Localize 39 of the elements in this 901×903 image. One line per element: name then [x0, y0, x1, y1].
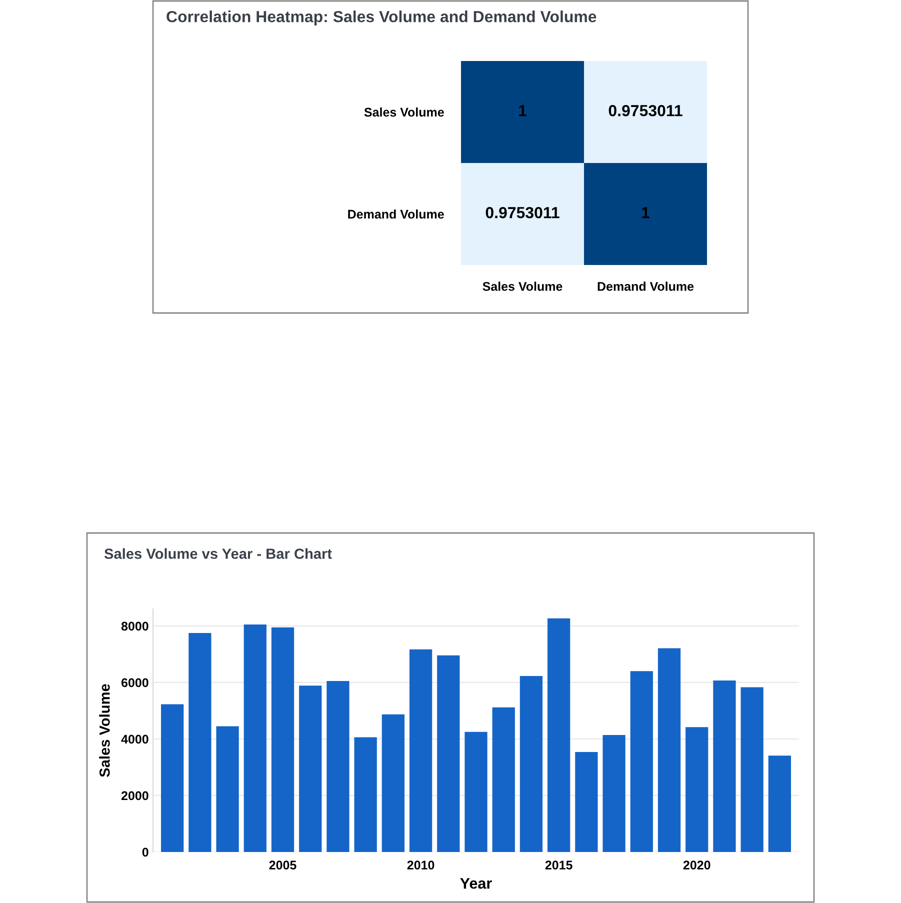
bar [161, 704, 184, 852]
data-label: 1 [519, 105, 526, 116]
x-tick-label: 2005 [269, 860, 296, 870]
bar [464, 732, 488, 852]
data-label: 0.9753011 [608, 104, 682, 116]
x-tick-label: 2020 [683, 860, 710, 870]
y-tick-label: 4000 [121, 734, 148, 744]
bar [492, 707, 515, 852]
bar [575, 752, 598, 852]
bar [409, 649, 432, 852]
bar [602, 735, 626, 852]
y-tick-label: 0 [142, 848, 148, 857]
bar [740, 687, 764, 852]
data-label: 0.9753011 [486, 206, 560, 218]
bar [437, 655, 460, 852]
bar [630, 671, 653, 852]
bar [244, 624, 266, 852]
bar [188, 633, 212, 852]
y-tick-label: 2000 [121, 791, 148, 800]
bar [326, 681, 350, 852]
bar [658, 648, 681, 852]
bar [686, 727, 708, 852]
bar [354, 737, 377, 852]
bar [382, 714, 404, 852]
y-tick-label: 6000 [121, 678, 148, 688]
bar [548, 618, 570, 852]
bar [520, 676, 543, 852]
bar [768, 756, 791, 852]
bar [299, 686, 322, 852]
data-label: 1 [642, 207, 650, 218]
bar [271, 627, 294, 852]
x-axis-title: Year [460, 878, 492, 889]
bar [713, 680, 736, 852]
y-tick-label: 8000 [121, 622, 148, 631]
chart-title: Sales Volume vs Year - Bar Chart [104, 548, 332, 559]
bar [216, 726, 239, 852]
chart-title: Correlation Heatmap: Sales Volume and Demand Volume [166, 10, 596, 26]
x-tick-label: 2015 [545, 860, 572, 870]
x-tick-label: 2010 [407, 860, 434, 870]
